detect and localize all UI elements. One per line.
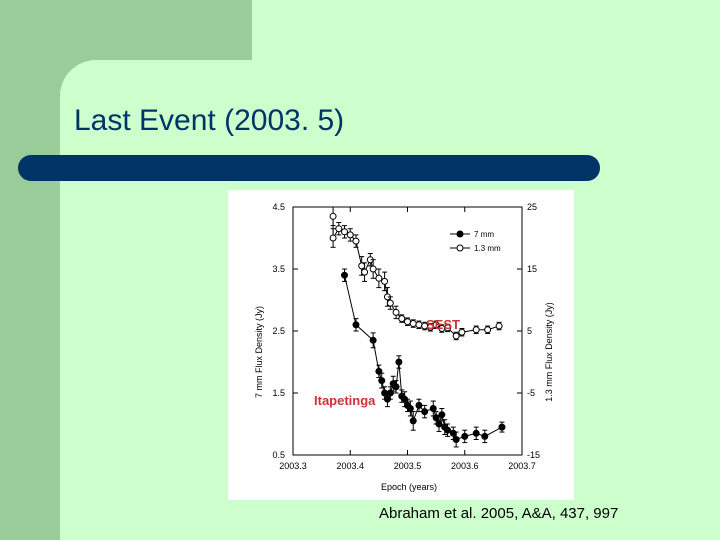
data-point <box>429 405 437 412</box>
data-point <box>341 228 349 236</box>
y-left-tick-label: 4.5 <box>272 202 285 212</box>
x-axis-label: Epoch (years) <box>381 482 437 492</box>
data-point <box>378 377 386 385</box>
y-left-tick-label: 3.5 <box>272 264 285 274</box>
x-tick-label: 2003.7 <box>508 461 536 471</box>
chart-figure: 2003.3 2003.4 2003.5 2003.6 2003.7 0.5 1.5 2.5 3… <box>228 190 574 500</box>
x-tick-label: 2003.6 <box>451 461 479 471</box>
data-point <box>358 262 366 270</box>
series-line <box>344 275 503 441</box>
data-point <box>386 299 394 307</box>
y-axis-label-left: 7 mm Flux Density (Jy) <box>254 306 264 398</box>
data-point <box>449 429 457 437</box>
legend-label: 7 mm <box>474 230 494 239</box>
title-rule <box>18 155 600 181</box>
data-point <box>458 328 466 336</box>
data-point <box>409 417 417 425</box>
x-tick-label: 2003.5 <box>394 461 422 471</box>
data-point <box>495 322 503 330</box>
data-point <box>415 401 423 409</box>
annotation-sest: SEST <box>426 317 460 332</box>
data-point <box>432 321 440 329</box>
chart-svg: 2003.3 2003.4 2003.5 2003.6 2003.7 0.5 1.5 2.5 3… <box>254 202 554 492</box>
data-point <box>352 321 360 329</box>
x-tick-label: 2003.3 <box>279 461 307 471</box>
data-point <box>375 274 383 282</box>
slide-title: Last Event (2003. 5) <box>74 104 345 137</box>
data-point <box>484 326 492 334</box>
data-point <box>432 414 440 422</box>
data-point <box>406 405 414 412</box>
data-point <box>381 277 389 285</box>
data-point <box>444 324 452 332</box>
data-point <box>392 308 400 316</box>
data-point <box>335 225 343 233</box>
data-point <box>415 321 423 329</box>
data-point <box>461 432 469 440</box>
data-point <box>452 436 460 443</box>
data-point <box>398 315 406 323</box>
data-point <box>498 423 506 431</box>
annotation-itapetinga: Itapetinga <box>314 393 376 408</box>
data-point <box>404 318 411 326</box>
citation: Abraham et al. 2005, A&A, 437, 997 <box>379 505 619 522</box>
y-left-tick-label: 0.5 <box>272 450 285 460</box>
data-point <box>381 389 389 397</box>
data-point <box>341 271 349 279</box>
x-tick-label: 2003.4 <box>336 461 364 471</box>
y-right-tick-label: 15 <box>527 264 537 274</box>
data-point <box>352 237 360 245</box>
data-point <box>421 408 429 416</box>
legend-marker <box>456 230 464 238</box>
data-point <box>438 411 446 419</box>
y-right-tick-label: 25 <box>527 202 537 212</box>
y-left-tick-label: 1.5 <box>272 388 285 398</box>
data-point <box>361 268 369 276</box>
y-left-tick-label: 2.5 <box>272 326 285 336</box>
data-point <box>472 326 480 334</box>
data-point <box>452 332 460 340</box>
legend-label: 1.3 mm <box>474 244 501 253</box>
data-point <box>369 336 377 344</box>
y-right-tick-label: 5 <box>527 326 532 336</box>
data-point <box>369 265 377 273</box>
data-point <box>472 429 480 437</box>
data-point <box>481 432 489 440</box>
data-point <box>435 420 443 428</box>
data-point <box>346 231 354 239</box>
data-point <box>329 234 337 242</box>
data-point <box>426 323 434 331</box>
data-point <box>409 320 417 328</box>
y-axis-label-right: 1.3 mm Flux Density (Jy) <box>544 302 554 402</box>
data-point <box>392 383 400 391</box>
y-right-tick-label: -15 <box>527 450 540 460</box>
data-point <box>329 212 337 220</box>
data-point <box>444 426 452 434</box>
data-point <box>395 358 403 366</box>
legend-marker <box>456 244 464 252</box>
y-right-tick-label: -5 <box>527 388 535 398</box>
